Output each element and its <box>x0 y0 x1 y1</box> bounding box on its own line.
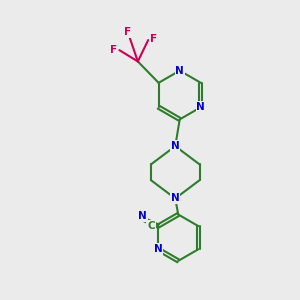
Text: F: F <box>124 27 132 37</box>
Text: C: C <box>147 220 155 231</box>
Text: N: N <box>171 194 180 203</box>
Text: N: N <box>175 66 184 76</box>
Text: N: N <box>196 102 205 112</box>
Text: N: N <box>171 141 180 151</box>
Text: F: F <box>110 45 118 55</box>
Text: F: F <box>150 34 157 44</box>
Text: N: N <box>138 211 147 221</box>
Text: N: N <box>154 244 163 254</box>
